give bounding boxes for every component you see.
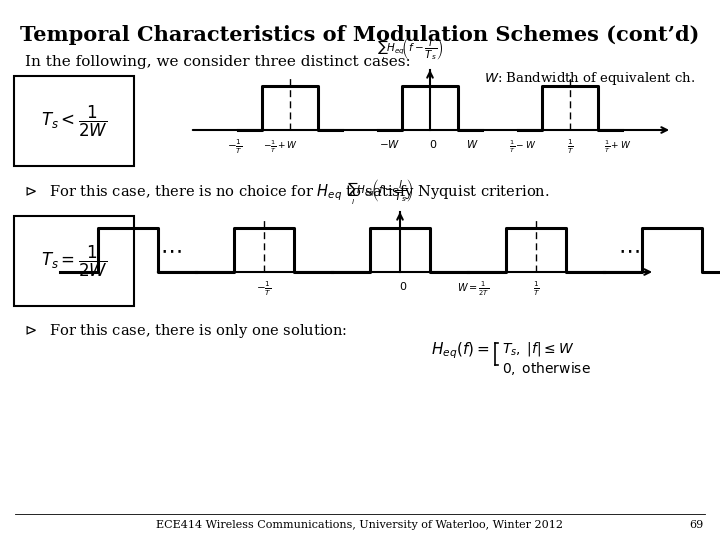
Text: $\frac{1}{T}+W$: $\frac{1}{T}+W$	[604, 138, 631, 154]
Text: Temporal Characteristics of Modulation Schemes (cont’d): Temporal Characteristics of Modulation S…	[20, 25, 700, 45]
Text: $\frac{1}{T}-W$: $\frac{1}{T}-W$	[509, 138, 536, 154]
Text: $0,\;\text{otherwise}$: $0,\;\text{otherwise}$	[502, 360, 591, 377]
Text: $\frac{1}{T}$: $\frac{1}{T}$	[567, 138, 573, 157]
Text: $W=\frac{1}{2T}$: $W=\frac{1}{2T}$	[456, 280, 490, 298]
Text: ECE414 Wireless Communications, University of Waterloo, Winter 2012: ECE414 Wireless Communications, Universi…	[156, 520, 564, 530]
Text: $-W$: $-W$	[379, 138, 400, 150]
Text: $0$: $0$	[399, 280, 407, 292]
Text: $T_s,\;|f| \leq W$: $T_s,\;|f| \leq W$	[502, 340, 575, 358]
FancyBboxPatch shape	[14, 216, 134, 306]
Text: $0$: $0$	[429, 138, 437, 150]
Text: $\cdots$: $\cdots$	[618, 240, 639, 260]
Text: $H_{eq}(f) =$: $H_{eq}(f) =$	[431, 340, 490, 361]
Text: $\sum_l H_{eq}\!\left(f - \dfrac{l}{T_s}\right)$: $\sum_l H_{eq}\!\left(f - \dfrac{l}{T_s}…	[347, 178, 413, 207]
Text: In the following, we consider three distinct cases:: In the following, we consider three dist…	[25, 55, 410, 69]
Text: $\vartriangleright$  For this case, there is no choice for $H_{eq}$ to satisfy N: $\vartriangleright$ For this case, there…	[22, 182, 549, 202]
Text: $W$: $W$	[466, 138, 478, 150]
Text: $\vartriangleright$  For this case, there is only one solution:: $\vartriangleright$ For this case, there…	[22, 322, 347, 340]
Text: $\sum_l H_{eq}\!\left(f - \dfrac{l}{T_s}\right)$: $\sum_l H_{eq}\!\left(f - \dfrac{l}{T_s}…	[377, 36, 444, 65]
Text: 69: 69	[689, 520, 703, 530]
Text: $T_s < \dfrac{1}{2W}$: $T_s < \dfrac{1}{2W}$	[40, 104, 107, 139]
Text: $T_s = \dfrac{1}{2W}$: $T_s = \dfrac{1}{2W}$	[40, 244, 107, 279]
Text: $\frac{1}{T}$: $\frac{1}{T}$	[533, 280, 539, 299]
Text: $\cdots$: $\cdots$	[160, 240, 181, 260]
Text: $-\frac{1}{T}$: $-\frac{1}{T}$	[256, 280, 271, 299]
Text: $-\frac{1}{T}$: $-\frac{1}{T}$	[228, 138, 243, 157]
Text: $-\frac{1}{T}+W$: $-\frac{1}{T}+W$	[263, 138, 297, 154]
FancyBboxPatch shape	[14, 76, 134, 166]
Text: $W$: Bandwidth of equivalent ch.: $W$: Bandwidth of equivalent ch.	[484, 70, 696, 87]
